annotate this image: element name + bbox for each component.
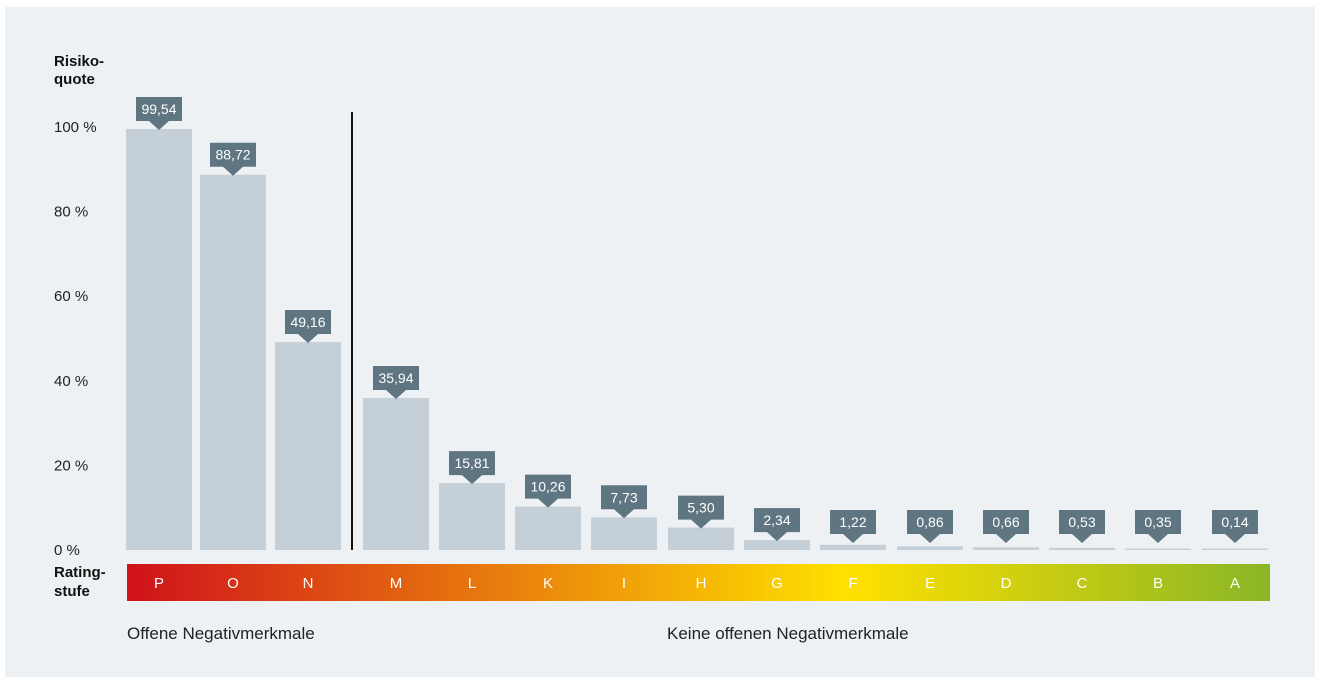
- rating-label-K: K: [543, 575, 553, 592]
- y-tick-label: 60 %: [54, 288, 88, 305]
- bar-D: [973, 547, 1039, 550]
- value-marker-C: [1059, 510, 1105, 543]
- group-labels: Offene Negativmerkmale Keine offenen Nega…: [127, 624, 909, 643]
- value-marker-N: [285, 310, 331, 344]
- bar-N: [275, 342, 341, 550]
- rating-label-H: H: [696, 575, 707, 592]
- value-label-K: 10,26: [530, 479, 565, 495]
- rating-label-G: G: [771, 575, 783, 592]
- rating-scale-bar: [127, 564, 1270, 601]
- rating-label-N: N: [303, 575, 314, 592]
- value-marker-B: [1135, 510, 1181, 543]
- y-tick-label: 0 %: [54, 542, 80, 559]
- value-marker-F: [830, 510, 876, 543]
- group-label-no-open-negative: Keine offenen Negativmerkmale: [667, 624, 909, 643]
- bar-E: [897, 546, 963, 550]
- y-tick-label: 100 %: [54, 119, 97, 136]
- value-label-O: 88,72: [215, 147, 250, 163]
- value-marker-E: [907, 510, 953, 543]
- rating-label-I: I: [622, 575, 626, 592]
- y-axis-ticks: 0 % 20 % 40 % 60 % 80 % 100 %: [54, 119, 97, 559]
- bar-A: [1202, 548, 1268, 550]
- rating-label-E: E: [925, 575, 935, 592]
- rating-label-L: L: [468, 575, 476, 592]
- bar-L: [439, 483, 505, 550]
- rating-label-P: P: [154, 575, 164, 592]
- value-markers: 99,54 88,72 49,16 35,94 15,81 10,26 7,73 5,30 2,…: [136, 96, 1258, 543]
- y-axis-title-line-1: Risiko-: [54, 53, 104, 70]
- value-label-E: 0,86: [916, 514, 943, 530]
- rating-label-O: O: [227, 575, 239, 592]
- value-marker-D: [983, 510, 1029, 543]
- y-tick-label: 40 %: [54, 373, 88, 390]
- value-label-C: 0,53: [1068, 514, 1095, 530]
- value-label-F: 1,22: [839, 514, 866, 530]
- value-marker-O: [210, 142, 256, 176]
- rating-label-M: M: [390, 575, 403, 592]
- bar-M: [363, 397, 429, 550]
- risk-rating-chart: Risiko- quote 0 % 20 % 40 % 60 % 80 % 100 % 9…: [54, 53, 1270, 643]
- y-tick-label: 20 %: [54, 457, 88, 474]
- value-marker-M: [373, 365, 419, 399]
- x-axis-title-line-2: stufe: [54, 583, 90, 600]
- value-marker-G: [754, 508, 800, 542]
- bar-F: [820, 544, 886, 550]
- chart-panel: Risiko- quote 0 % 20 % 40 % 60 % 80 % 100 % 9…: [5, 7, 1315, 677]
- value-label-P: 99,54: [141, 101, 176, 117]
- value-label-H: 5,30: [687, 500, 714, 516]
- bar-P: [126, 128, 192, 550]
- bar-C: [1049, 547, 1115, 550]
- value-marker-K: [525, 474, 571, 508]
- value-marker-H: [678, 495, 724, 529]
- value-label-N: 49,16: [290, 314, 325, 330]
- bar-H: [668, 527, 734, 550]
- bar-B: [1125, 548, 1191, 550]
- bar-K: [515, 506, 581, 550]
- y-tick-label: 80 %: [54, 204, 88, 221]
- value-marker-L: [449, 451, 495, 485]
- value-label-G: 2,34: [763, 512, 790, 528]
- rating-label-A: A: [1230, 575, 1240, 592]
- value-marker-A: [1212, 510, 1258, 543]
- bar-O: [200, 174, 266, 550]
- group-label-open-negative: Offene Negativmerkmale: [127, 624, 315, 643]
- x-axis-title-line-1: Rating-: [54, 564, 106, 581]
- rating-label-B: B: [1153, 575, 1163, 592]
- rating-label-C: C: [1077, 575, 1088, 592]
- bars: [126, 128, 1268, 550]
- bar-G: [744, 540, 810, 550]
- y-axis-title-line-2: quote: [54, 71, 95, 88]
- rating-label-D: D: [1001, 575, 1012, 592]
- value-label-L: 15,81: [454, 455, 489, 471]
- value-label-B: 0,35: [1144, 514, 1171, 530]
- value-label-M: 35,94: [378, 370, 413, 386]
- value-label-I: 7,73: [610, 489, 637, 505]
- value-marker-P: [136, 96, 182, 130]
- value-label-D: 0,66: [992, 514, 1019, 530]
- value-label-A: 0,14: [1221, 514, 1248, 530]
- value-marker-I: [601, 485, 647, 519]
- bar-I: [591, 517, 657, 550]
- rating-label-F: F: [848, 575, 857, 592]
